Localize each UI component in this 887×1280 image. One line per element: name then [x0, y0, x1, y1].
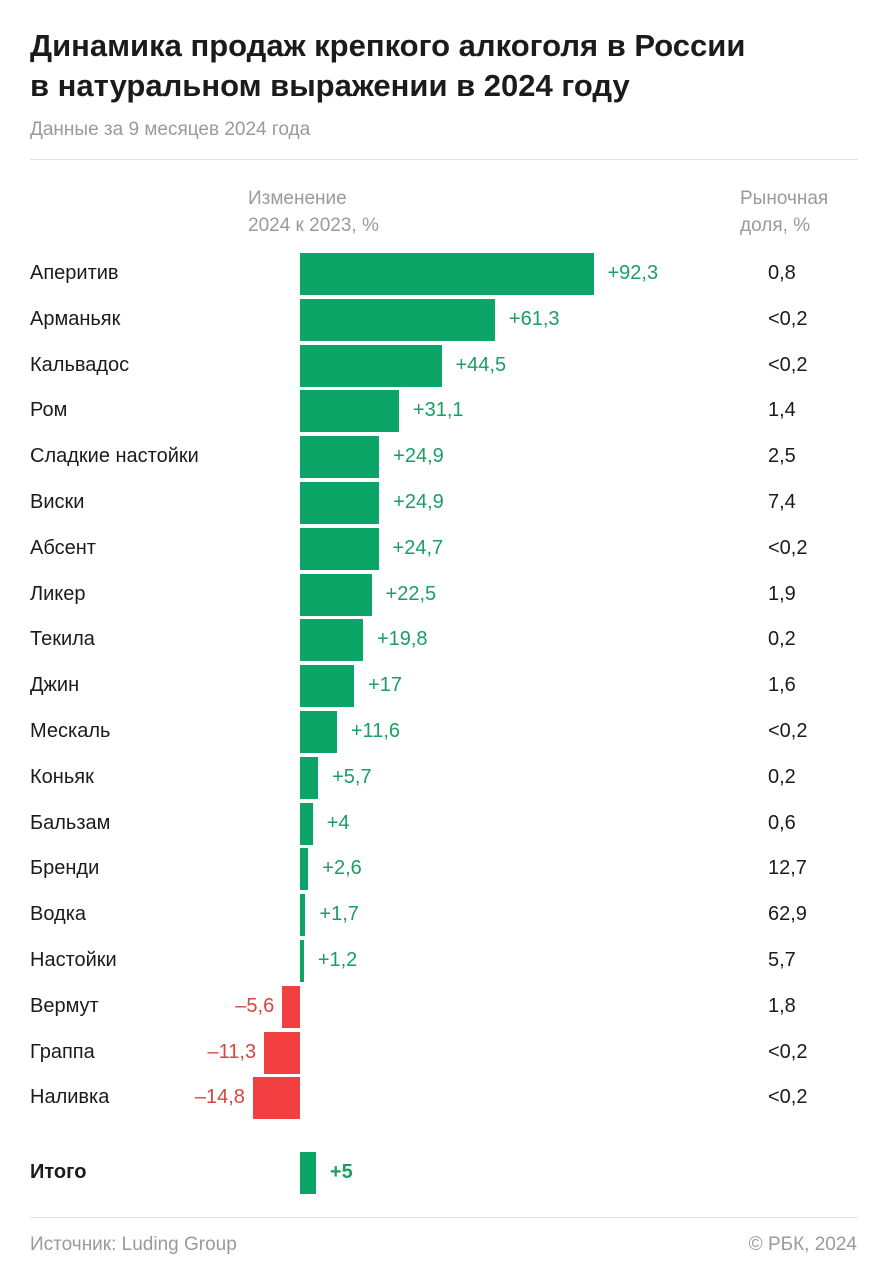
bar-positive [300, 711, 337, 753]
bar-negative [282, 985, 300, 1028]
market-share-value: 0,2 [768, 628, 796, 651]
title-line-1: Динамика продаж крепкого алкоголя в Росс… [30, 28, 746, 63]
market-share-value: 12,7 [768, 857, 807, 880]
data-label: +24,7 [392, 536, 444, 559]
chart-title: Динамика продаж крепкого алкоголя в Росс… [30, 26, 870, 106]
bar-positive [300, 344, 442, 387]
category-label: Мескаль [30, 720, 111, 742]
data-label: +5,7 [332, 765, 372, 788]
bar-positive [300, 298, 495, 341]
share-header-line-2: доля, % [740, 215, 811, 236]
bar-positive [300, 848, 309, 891]
market-share-value: <0,2 [768, 1040, 808, 1063]
data-label: +19,8 [376, 628, 428, 651]
market-share-value: 0,2 [768, 765, 796, 788]
data-label: +1,7 [319, 903, 359, 926]
category-label: Абсент [30, 536, 96, 559]
bar-positive [300, 1152, 316, 1194]
copyright: © РБК, 2024 [748, 1234, 857, 1255]
market-share-value: 2,5 [768, 445, 796, 468]
divider-bottom [30, 1217, 858, 1218]
bar-positive [300, 390, 399, 433]
category-label: Джин [30, 674, 80, 697]
category-label: Наливка [30, 1086, 110, 1109]
value-header-line-2: 2024 к 2023, % [248, 215, 379, 236]
market-share-value: 1,6 [768, 674, 796, 697]
category-label: Сладкие настойки [30, 445, 199, 468]
data-label: +92,3 [607, 262, 659, 284]
data-label: +1,2 [317, 949, 358, 971]
category-label: Бальзам [30, 811, 111, 834]
market-share-value: <0,2 [768, 536, 808, 559]
category-label: Коньяк [30, 765, 94, 788]
data-label: –14,8 [194, 1086, 245, 1109]
bar-negative [252, 1077, 300, 1120]
market-share-value: 1,4 [768, 399, 796, 422]
bar-positive [300, 894, 306, 937]
category-label: Граппа [30, 1040, 95, 1063]
category-label: Вермут [30, 994, 99, 1017]
data-label: +11,6 [350, 720, 400, 742]
category-label: Арманьяк [30, 307, 121, 330]
category-label: Виски [30, 491, 85, 513]
data-label: +61,3 [508, 307, 560, 330]
market-share-value: <0,2 [768, 307, 808, 330]
data-label: +17 [368, 674, 402, 697]
market-share-value: <0,2 [768, 1086, 808, 1109]
bar-positive [300, 619, 363, 662]
category-label: Итого [30, 1161, 87, 1183]
bar-positive [300, 253, 594, 295]
bar-positive [300, 527, 379, 570]
data-label: +31,1 [412, 399, 464, 422]
category-label: Ликер [30, 582, 86, 605]
data-label: +44,5 [455, 353, 507, 376]
data-label: –5,6 [235, 994, 275, 1017]
value-column-header: Изменение 2024 к 2023, % [248, 185, 379, 239]
category-label: Настойки [30, 949, 117, 971]
value-header-line-1: Изменение [248, 188, 347, 209]
bar-positive [300, 802, 313, 845]
category-label: Текила [30, 628, 95, 651]
data-label: +24,9 [393, 445, 444, 468]
category-label: Водка [30, 903, 87, 926]
data-label: +4 [326, 811, 350, 834]
category-label: Бренди [30, 857, 100, 880]
share-header-line-1: Рыночная [740, 188, 829, 209]
chart-subtitle: Данные за 9 месяцев 2024 года [30, 119, 311, 140]
data-label: +24,9 [393, 491, 444, 513]
source-note: Источник: Luding Group [30, 1234, 237, 1255]
bar-positive [300, 940, 304, 982]
data-label: +5 [329, 1161, 353, 1183]
market-share-value: 1,8 [768, 994, 796, 1017]
bar-positive [300, 482, 380, 524]
category-label: Кальвадос [30, 353, 130, 376]
data-label: +22,5 [385, 582, 437, 605]
market-share-value: 0,8 [768, 262, 796, 284]
market-share-value: 5,7 [768, 949, 796, 971]
bar-positive [300, 436, 380, 479]
divider-top [30, 159, 858, 160]
bar-positive [300, 573, 372, 616]
data-label: –11,3 [207, 1040, 257, 1063]
category-label: Аперитив [30, 262, 119, 284]
category-label: Ром [30, 399, 68, 422]
title-line-2: в натуральном выражении в 2024 году [30, 68, 630, 103]
market-share-value: 62,9 [768, 903, 807, 926]
share-column-header: Рыночная доля, % [740, 185, 828, 239]
market-share-value: <0,2 [768, 353, 808, 376]
market-share-value: 0,6 [768, 811, 796, 834]
market-share-value: 7,4 [768, 491, 796, 513]
bar-positive [300, 756, 319, 799]
market-share-value: <0,2 [768, 720, 808, 742]
data-label: +2,6 [322, 857, 362, 880]
market-share-value: 1,9 [768, 582, 796, 605]
bar-negative [264, 1031, 300, 1074]
bar-positive [300, 665, 355, 708]
